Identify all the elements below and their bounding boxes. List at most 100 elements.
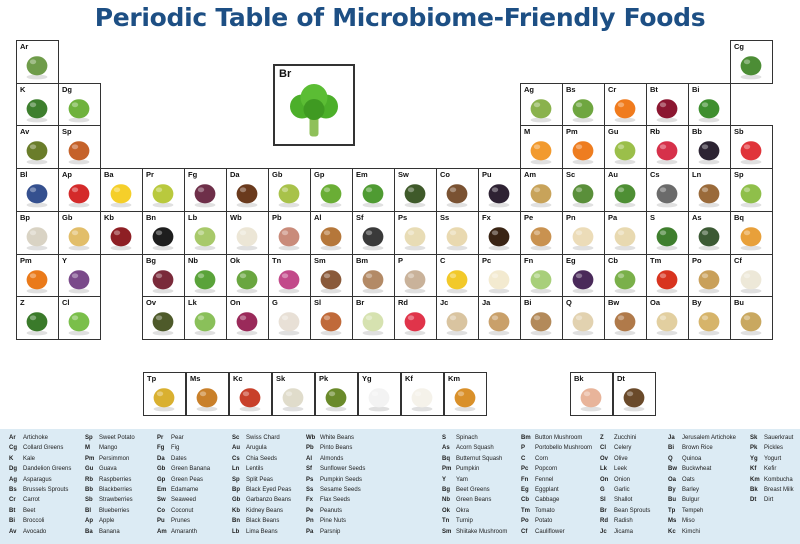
legend-food-name: Pear bbox=[171, 435, 184, 441]
element-cell-blueberries: Bl bbox=[16, 168, 59, 213]
element-cell-raspberries: Rb bbox=[646, 125, 689, 170]
legend-item: Ms Miso bbox=[668, 518, 695, 525]
element-symbol: M bbox=[524, 127, 531, 137]
strawberries-icon bbox=[740, 141, 762, 165]
legend-item: Cs Chia Seeds bbox=[232, 456, 277, 463]
legend-food-name: Onion bbox=[614, 476, 631, 483]
element-cell-pine-nuts: Pn bbox=[562, 210, 605, 255]
legend-item: Lk Leek bbox=[600, 466, 627, 473]
legend-food-name: Carrot bbox=[23, 497, 40, 504]
element-symbol: Gb bbox=[272, 170, 283, 180]
legend-symbol: Am bbox=[157, 528, 167, 535]
element-symbol: Em bbox=[356, 170, 368, 180]
element-symbol: Pa bbox=[608, 212, 618, 222]
legend-symbol: Pe bbox=[306, 507, 314, 514]
legend-item: Pr Pear bbox=[157, 435, 184, 442]
legend-food-name: Butternut Squash bbox=[456, 455, 503, 462]
legend-food-name: Persimmon bbox=[99, 455, 130, 462]
legend-symbol: Ov bbox=[600, 455, 609, 462]
element-cell-chia-seeds: Cs bbox=[646, 168, 689, 213]
legend-food-name: Black Beans bbox=[246, 518, 280, 525]
legend-food-name: Apple bbox=[99, 518, 115, 525]
element-symbol: Pr bbox=[146, 170, 154, 180]
legend-food-name: Yogurt bbox=[764, 455, 782, 462]
legend-item: Eg Eggplant bbox=[521, 487, 559, 494]
legend-item: Q Quinoa bbox=[668, 456, 701, 463]
legend-item: Cr Carrot bbox=[9, 497, 40, 504]
element-symbol: Co bbox=[440, 170, 450, 180]
legend-food-name: Strawberries bbox=[99, 497, 133, 504]
legend-item: Gu Guava bbox=[85, 466, 117, 473]
legend-food-name: Popcorn bbox=[535, 466, 558, 473]
dirt-icon bbox=[623, 388, 645, 412]
turnip-icon bbox=[278, 269, 300, 293]
legend-food-name: Tomato bbox=[535, 507, 555, 514]
coconut-icon bbox=[446, 184, 468, 208]
element-symbol: Bs bbox=[566, 84, 576, 94]
element-cell-brown-rice: Bi bbox=[520, 296, 563, 341]
element-symbol: Pc bbox=[482, 255, 492, 265]
legend-food-name: Miso bbox=[682, 518, 695, 525]
element-symbol: Sc bbox=[566, 170, 576, 180]
legend-item: Cf Cauliflower bbox=[521, 529, 565, 536]
element-symbol: Km bbox=[448, 374, 461, 383]
element-cell-collard-greens: Cg bbox=[730, 40, 773, 84]
element-symbol: Lb bbox=[188, 212, 198, 222]
legend-symbol: K bbox=[9, 455, 14, 462]
celery-icon bbox=[68, 312, 90, 336]
element-symbol: Pk bbox=[319, 374, 329, 383]
legend-symbol: Q bbox=[668, 455, 673, 462]
legend-food-name: Zucchini bbox=[614, 435, 637, 441]
legend-food-name: Breast Milk bbox=[764, 487, 794, 493]
breast-milk-icon bbox=[580, 388, 602, 412]
element-cell-shallot: Sl bbox=[310, 296, 353, 341]
legend-food-name: Sunflower Seeds bbox=[320, 466, 366, 473]
element-symbol: Av bbox=[20, 127, 30, 137]
legend-item: Fx Flax Seeds bbox=[306, 497, 350, 504]
element-symbol: Gb bbox=[62, 212, 73, 222]
legend-symbol: Po bbox=[521, 518, 529, 525]
element-symbol: Bi bbox=[692, 84, 700, 94]
legend-item: Tp Tempeh bbox=[668, 508, 703, 515]
element-cell-pumpkin: Pm bbox=[16, 253, 59, 298]
element-symbol: K bbox=[20, 84, 26, 94]
legend-item: Ps Pumpkin Seeds bbox=[306, 477, 362, 484]
legend-food-name: Sweet Potato bbox=[99, 435, 135, 441]
legend-symbol: Sp bbox=[232, 476, 240, 483]
dates-icon bbox=[236, 184, 258, 208]
element-cell-green-banana: Gb bbox=[268, 168, 311, 213]
legend-item: Pn Pine Nuts bbox=[306, 518, 346, 525]
legend-food-name: Green Banana bbox=[171, 466, 211, 473]
element-cell-pear: Pr bbox=[142, 168, 185, 213]
collard-greens-icon bbox=[740, 56, 762, 80]
element-cell-white-beans: Wb bbox=[226, 210, 269, 255]
peanuts-icon bbox=[530, 226, 552, 251]
legend-item: S Spinach bbox=[442, 435, 478, 442]
legend-item: Co Coconut bbox=[157, 508, 193, 515]
legend-item: Em Edamame bbox=[157, 487, 198, 494]
leek-icon bbox=[194, 312, 216, 336]
legend-item: Sm Shiitake Mushroom bbox=[442, 529, 507, 536]
jicama-icon bbox=[446, 312, 468, 336]
legend-item: Bn Black Beans bbox=[232, 518, 279, 525]
legend-item: Ar Artichoke bbox=[9, 435, 48, 442]
element-symbol: P bbox=[398, 255, 404, 265]
element-symbol: Bb bbox=[692, 127, 702, 137]
legend-symbol: Au bbox=[232, 445, 240, 452]
legend-symbol: Bp bbox=[232, 487, 240, 493]
legend-symbol: Pr bbox=[157, 435, 164, 441]
legend-item: Nb Green Beans bbox=[442, 497, 491, 504]
okra-icon bbox=[236, 269, 258, 293]
element-symbol: Fn bbox=[524, 255, 534, 265]
legend-item: Lb Lima Beans bbox=[232, 529, 278, 536]
garbanzo-beans-icon bbox=[68, 226, 90, 251]
legend-food-name: Prunes bbox=[171, 518, 191, 525]
legend-symbol: Lb bbox=[232, 528, 240, 535]
legend-item: Br Bean Sprouts bbox=[600, 508, 650, 515]
legend-item: Oa Oats bbox=[668, 477, 695, 484]
legend-food-name: Mango bbox=[99, 445, 118, 452]
legend-symbol: Ag bbox=[9, 476, 17, 483]
mango-icon bbox=[530, 141, 552, 165]
element-symbol: Po bbox=[692, 255, 702, 265]
legend-food-name: Pumpkin Seeds bbox=[320, 476, 363, 483]
